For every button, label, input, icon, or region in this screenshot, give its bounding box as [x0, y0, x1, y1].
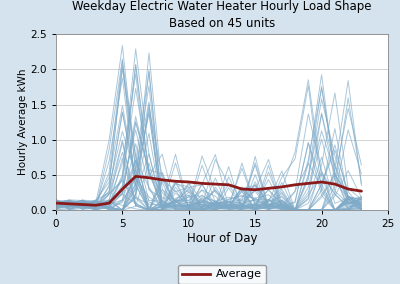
- X-axis label: Hour of Day: Hour of Day: [187, 232, 257, 245]
- Title: Weekday Electric Water Heater Hourly Load Shape
Based on 45 units: Weekday Electric Water Heater Hourly Loa…: [72, 0, 372, 30]
- Legend: Average: Average: [178, 265, 266, 284]
- Y-axis label: Hourly Average kWh: Hourly Average kWh: [18, 69, 28, 175]
